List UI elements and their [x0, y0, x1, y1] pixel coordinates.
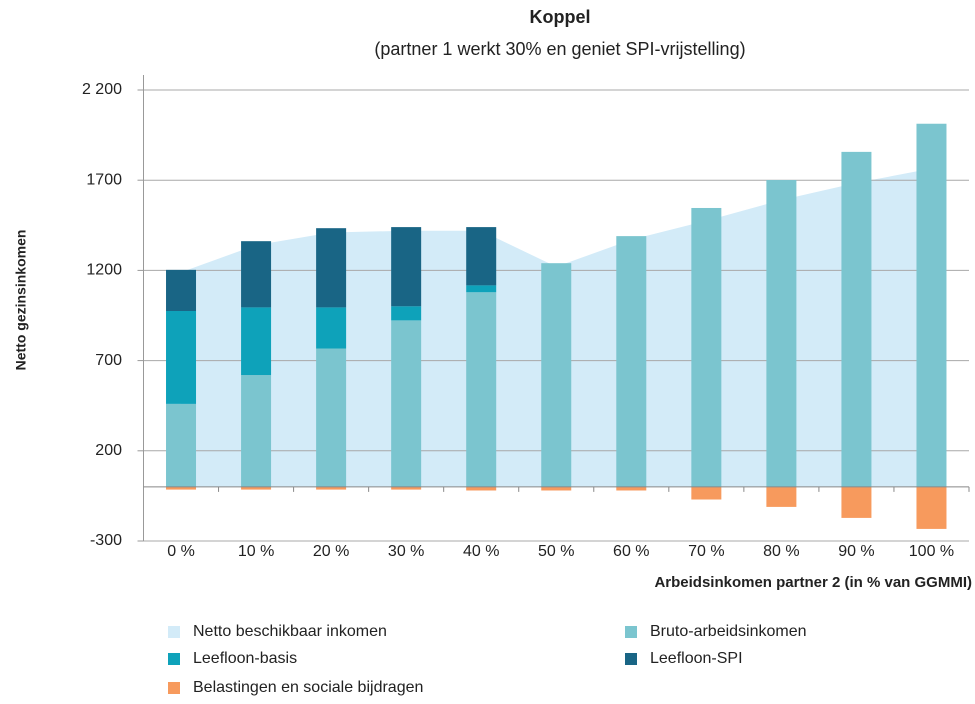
- legend-label: Netto beschikbaar inkomen: [193, 623, 387, 640]
- bar: [241, 241, 272, 308]
- x-tick-label: 60 %: [613, 543, 649, 560]
- legend-swatch: [168, 682, 180, 694]
- bar: [466, 227, 497, 286]
- x-tick-label: 70 %: [688, 543, 724, 560]
- legend-label: Belastingen en sociale bijdragen: [193, 679, 423, 696]
- bar: [466, 292, 497, 487]
- bar: [391, 320, 422, 487]
- y-tick-label: 700: [95, 352, 122, 369]
- x-tick-label: 40 %: [463, 543, 499, 560]
- bar: [691, 486, 722, 500]
- bar: [841, 486, 872, 518]
- chart-subtitle: (partner 1 werkt 30% en geniet SPI-vrijs…: [374, 39, 745, 59]
- bar: [691, 207, 722, 487]
- bar: [391, 306, 422, 321]
- x-tick-label: 50 %: [538, 543, 574, 560]
- x-tick-label: 80 %: [763, 543, 799, 560]
- legend-swatch: [168, 626, 180, 638]
- legend-swatch: [625, 653, 637, 665]
- bar: [841, 151, 872, 487]
- y-axis-title: Netto gezinsinkomen: [13, 230, 29, 371]
- chart-title: Koppel: [530, 7, 591, 27]
- x-axis-title: Arbeidsinkomen partner 2 (in % van GGMMI…: [654, 574, 972, 591]
- bar: [316, 486, 347, 490]
- bar: [241, 307, 272, 376]
- bar: [916, 486, 947, 529]
- bar: [616, 486, 647, 491]
- bar: [766, 180, 797, 487]
- bar: [316, 307, 347, 349]
- bar: [391, 486, 422, 490]
- bar: [391, 227, 422, 307]
- bar: [316, 228, 347, 308]
- bar: [166, 310, 197, 404]
- x-tick-label: 0 %: [167, 543, 195, 560]
- bar: [466, 285, 497, 293]
- y-tick-label: 200: [95, 442, 122, 459]
- bar: [316, 348, 347, 487]
- bar: [166, 486, 197, 490]
- legend-swatch: [168, 653, 180, 665]
- bar: [541, 263, 572, 487]
- bar: [166, 269, 197, 311]
- bar: [241, 486, 272, 490]
- y-tick-label: 2 200: [82, 81, 122, 98]
- legend-label: Leefloon-SPI: [650, 650, 743, 667]
- legend-label: Bruto-arbeidsinkomen: [650, 623, 807, 640]
- legend-label: Leefloon-basis: [193, 650, 297, 667]
- x-tick-label: 100 %: [909, 543, 954, 560]
- bar: [241, 375, 272, 487]
- x-tick-label: 90 %: [838, 543, 874, 560]
- y-tick-label: 1200: [86, 262, 122, 279]
- y-tick-label: -300: [90, 532, 122, 549]
- x-tick-label: 20 %: [313, 543, 349, 560]
- bar: [616, 236, 647, 487]
- x-tick-label: 10 %: [238, 543, 274, 560]
- bar: [766, 486, 797, 507]
- y-tick-label: 1700: [86, 171, 122, 188]
- bar: [166, 403, 197, 487]
- x-tick-label: 30 %: [388, 543, 424, 560]
- bar: [541, 486, 572, 491]
- bar: [916, 123, 947, 487]
- bar: [466, 486, 497, 491]
- legend-swatch: [625, 626, 637, 638]
